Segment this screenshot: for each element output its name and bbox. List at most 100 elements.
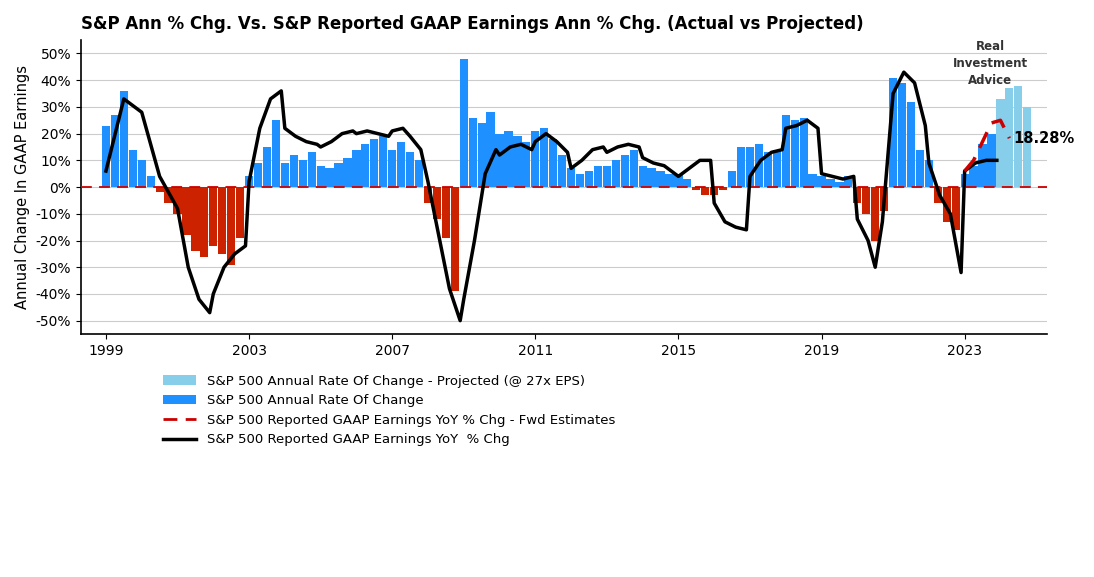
- Bar: [263, 147, 271, 187]
- Bar: [737, 147, 745, 187]
- Bar: [871, 187, 880, 241]
- Bar: [978, 144, 987, 187]
- Bar: [826, 179, 835, 187]
- Bar: [173, 187, 182, 214]
- Bar: [755, 144, 763, 187]
- Bar: [183, 187, 190, 235]
- Bar: [433, 187, 441, 219]
- Bar: [710, 187, 719, 195]
- Bar: [200, 187, 209, 257]
- Bar: [290, 155, 298, 187]
- Bar: [1023, 107, 1032, 187]
- Text: S&P Ann % Chg. Vs. S&P Reported GAAP Earnings Ann % Chg. (Actual vs Projected): S&P Ann % Chg. Vs. S&P Reported GAAP Ear…: [81, 15, 863, 33]
- Bar: [889, 77, 897, 187]
- Bar: [781, 115, 790, 187]
- Bar: [907, 102, 915, 187]
- Bar: [880, 187, 888, 211]
- Bar: [307, 152, 316, 187]
- Bar: [532, 131, 539, 187]
- Bar: [549, 139, 557, 187]
- Bar: [415, 160, 423, 187]
- Bar: [817, 177, 826, 187]
- Bar: [344, 158, 351, 187]
- Bar: [620, 155, 629, 187]
- Bar: [218, 187, 226, 254]
- Bar: [209, 187, 218, 246]
- Bar: [693, 187, 700, 190]
- Bar: [451, 187, 458, 291]
- Bar: [468, 118, 477, 187]
- Bar: [155, 187, 164, 192]
- Bar: [380, 136, 387, 187]
- Bar: [504, 131, 513, 187]
- Bar: [629, 149, 638, 187]
- Bar: [585, 171, 593, 187]
- Bar: [603, 166, 610, 187]
- Bar: [423, 187, 432, 203]
- Bar: [254, 163, 263, 187]
- Bar: [138, 160, 146, 187]
- Bar: [997, 99, 1004, 187]
- Bar: [674, 174, 683, 187]
- Bar: [853, 187, 861, 203]
- Bar: [147, 177, 154, 187]
- Bar: [558, 155, 567, 187]
- Bar: [352, 149, 361, 187]
- Bar: [772, 149, 781, 187]
- Legend: S&P 500 Annual Rate Of Change - Projected (@ 27x EPS), S&P 500 Annual Rate Of Ch: S&P 500 Annual Rate Of Change - Projecte…: [159, 369, 620, 452]
- Text: 18.28%: 18.28%: [1014, 131, 1075, 146]
- Bar: [164, 187, 173, 203]
- Bar: [952, 187, 959, 230]
- Bar: [228, 187, 235, 264]
- Bar: [299, 160, 306, 187]
- Bar: [397, 141, 405, 187]
- Y-axis label: Annual Change In GAAP Earnings: Annual Change In GAAP Earnings: [15, 65, 30, 309]
- Bar: [961, 174, 969, 187]
- Bar: [746, 147, 754, 187]
- Bar: [575, 174, 584, 187]
- Bar: [1005, 88, 1013, 187]
- Bar: [102, 126, 110, 187]
- Bar: [513, 136, 522, 187]
- Bar: [656, 171, 665, 187]
- Bar: [933, 187, 942, 203]
- Bar: [701, 187, 709, 195]
- Bar: [271, 120, 280, 187]
- Bar: [335, 163, 342, 187]
- Bar: [281, 163, 289, 187]
- Bar: [943, 187, 951, 222]
- Bar: [406, 152, 415, 187]
- Bar: [988, 134, 996, 187]
- Bar: [845, 177, 852, 187]
- Bar: [898, 83, 906, 187]
- Bar: [764, 152, 772, 187]
- Bar: [639, 166, 647, 187]
- Bar: [496, 134, 503, 187]
- Bar: [540, 128, 548, 187]
- Bar: [684, 179, 691, 187]
- Bar: [119, 91, 128, 187]
- Bar: [110, 115, 119, 187]
- Bar: [916, 149, 924, 187]
- Bar: [791, 120, 799, 187]
- Bar: [836, 182, 843, 187]
- Bar: [728, 171, 736, 187]
- Bar: [477, 123, 486, 187]
- Bar: [487, 113, 494, 187]
- Bar: [522, 141, 531, 187]
- Bar: [648, 168, 655, 187]
- Bar: [665, 174, 674, 187]
- Bar: [594, 166, 602, 187]
- Bar: [316, 166, 325, 187]
- Bar: [129, 149, 137, 187]
- Bar: [567, 168, 575, 187]
- Bar: [969, 166, 978, 187]
- Bar: [191, 187, 199, 251]
- Bar: [719, 187, 728, 190]
- Bar: [612, 160, 620, 187]
- Bar: [808, 174, 817, 187]
- Bar: [236, 187, 244, 238]
- Bar: [370, 139, 379, 187]
- Bar: [924, 160, 933, 187]
- Bar: [325, 168, 334, 187]
